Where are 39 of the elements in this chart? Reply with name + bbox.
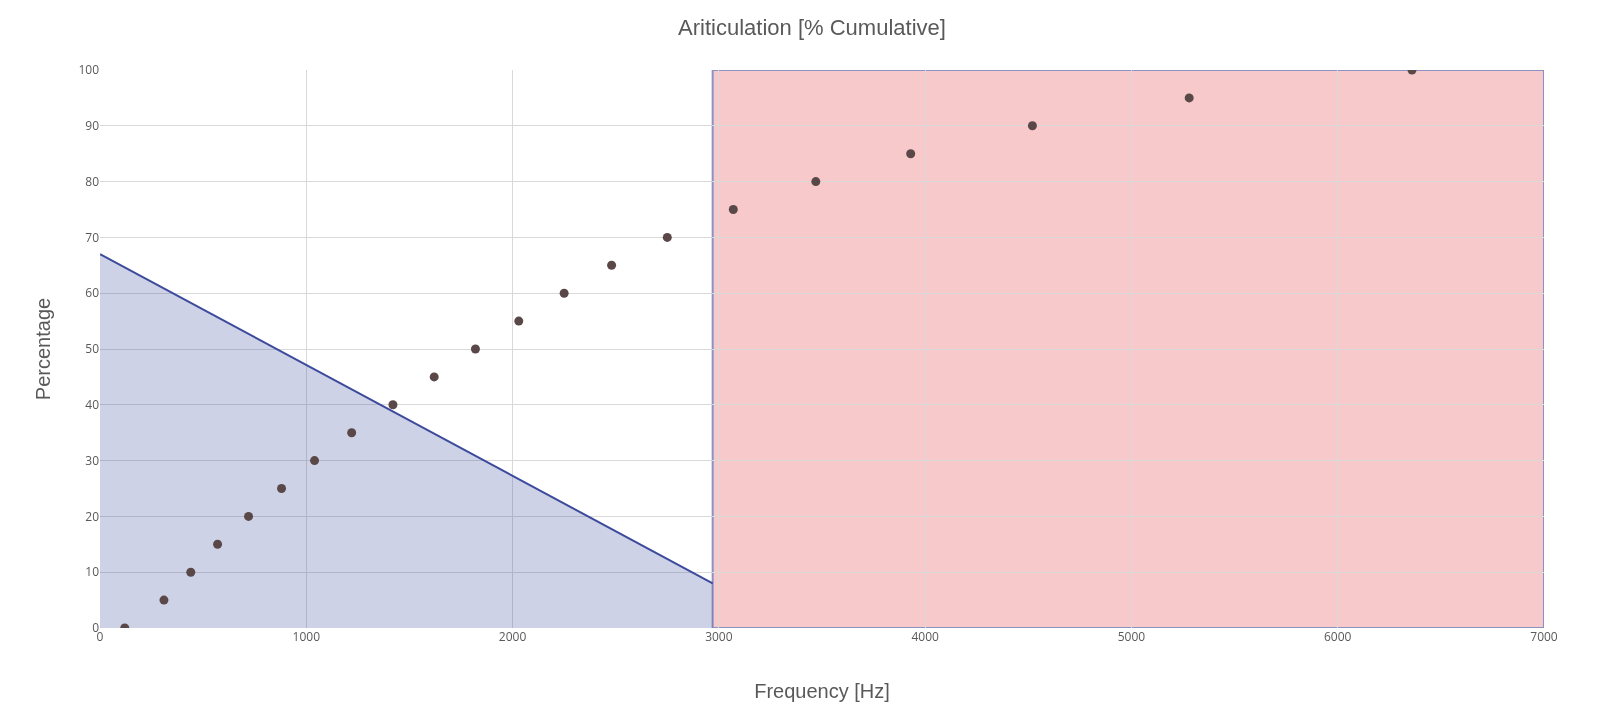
point (1184, 93, 1194, 103)
x-tick-label: 2000 (498, 628, 527, 645)
point (811, 177, 821, 187)
y-tick-label: 40 (85, 396, 100, 413)
y-tick-label: 30 (85, 451, 100, 469)
y-tick-label: 90 (85, 117, 100, 134)
y-tick-label: 10 (85, 563, 100, 581)
point (186, 567, 196, 577)
x-tick-label: 1000 (292, 628, 321, 645)
point (906, 149, 916, 159)
point (662, 232, 672, 242)
point (213, 539, 223, 549)
point (607, 260, 617, 270)
x-tick-label: 3000 (705, 628, 733, 645)
point (429, 372, 439, 382)
y-tick-label: 20 (85, 507, 100, 525)
chart-title: Ariticulation [% Cumulative] (678, 15, 946, 40)
y-tick-label: 60 (85, 284, 100, 302)
y-tick-label: 80 (85, 172, 100, 190)
y-tick-label: 70 (85, 228, 100, 246)
point (514, 316, 524, 326)
point (1027, 121, 1037, 131)
point (388, 400, 398, 410)
point (244, 511, 254, 521)
x-tick-label: 6000 (1323, 628, 1352, 645)
x-tick-label: 4000 (911, 628, 939, 645)
point (159, 595, 169, 605)
point (728, 205, 738, 214)
point (559, 288, 569, 298)
y-axis-title: Percentage (32, 297, 54, 401)
y-tick-label: 100 (78, 61, 100, 79)
x-axis-title: Frequency [Hz] (754, 680, 890, 702)
point (310, 456, 320, 466)
x-tick-label: 7000 (1530, 628, 1558, 645)
y-tick-label: 50 (85, 340, 100, 358)
x-tick-label: 5000 (1117, 628, 1146, 645)
point (470, 344, 480, 354)
point (347, 428, 357, 438)
point (277, 484, 287, 493)
